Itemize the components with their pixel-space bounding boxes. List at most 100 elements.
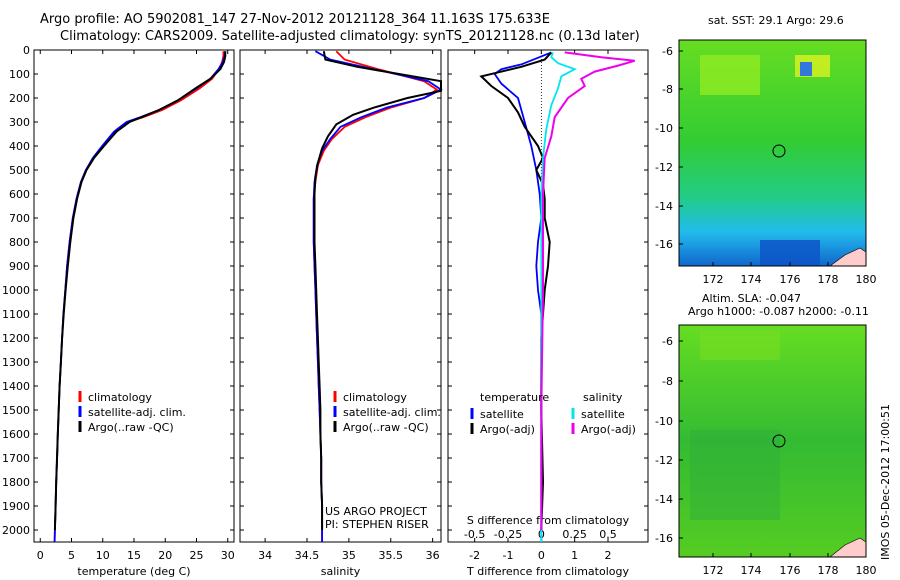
map-y-tick-label: -8 xyxy=(662,375,673,388)
differences-x-tick-label: -1 xyxy=(503,549,514,562)
map-x-tick-label: 174 xyxy=(741,564,762,577)
map-x-tick-label: 174 xyxy=(741,273,762,286)
map-x-tick-label: 176 xyxy=(780,564,801,577)
timestamp-stamp: IMOS 05-Dec-2012 17:00:51 xyxy=(879,404,892,560)
map-y-tick-label: -12 xyxy=(655,161,673,174)
depth-tick-label: 1500 xyxy=(2,404,30,417)
temperature-x-tick-label: 20 xyxy=(158,549,172,562)
salinity-x-axis-title: salinity xyxy=(321,565,361,578)
temperature-x-axis-title: temperature (deg C) xyxy=(77,565,190,578)
salinity-diff-axis-title: S difference from climatology xyxy=(467,514,630,527)
series-s-satellite xyxy=(540,52,577,542)
salinity-diff-tick-label: 0.25 xyxy=(562,528,587,541)
depth-tick-label: 600 xyxy=(9,188,30,201)
salinity-diff-tick-label: -0.5 xyxy=(464,528,485,541)
map-x-tick-label: 178 xyxy=(818,273,839,286)
depth-tick-label: 400 xyxy=(9,140,30,153)
header-line-1: Argo profile: AO 5902081_147 27-Nov-2012… xyxy=(40,12,550,27)
depth-tick-label: 1600 xyxy=(2,428,30,441)
depth-tick-label: 1300 xyxy=(2,356,30,369)
differences-x-tick-label: 2 xyxy=(605,549,612,562)
salinity-x-tick-label: 35.5 xyxy=(379,549,404,562)
legend-label: satellite-adj. clim. xyxy=(88,406,186,419)
sla-map-low-patch xyxy=(690,430,780,520)
depth-tick-label: 100 xyxy=(9,68,30,81)
temperature-x-tick-label: 30 xyxy=(221,549,235,562)
depth-tick-label: 1000 xyxy=(2,284,30,297)
depth-tick-label: 1200 xyxy=(2,332,30,345)
depth-tick-label: 1700 xyxy=(2,452,30,465)
map-x-tick-label: 176 xyxy=(780,273,801,286)
temperature-x-tick-label: 15 xyxy=(127,549,141,562)
temperature-frame xyxy=(33,49,235,543)
legend-label: satellite xyxy=(581,408,625,421)
temperature-x-tick-label: 5 xyxy=(68,549,75,562)
differences-frame xyxy=(447,49,649,543)
salinity-x-tick-label: 36 xyxy=(426,549,440,562)
map-y-tick-label: -8 xyxy=(662,83,673,96)
salinity-x-tick-label: 35 xyxy=(342,549,356,562)
sla-map-title-1: Altim. SLA: -0.047 xyxy=(702,292,802,305)
header-line-2: Climatology: CARS2009. Satellite-adjuste… xyxy=(60,29,640,44)
legend-label: climatology xyxy=(343,391,407,404)
sla-map-argo-location xyxy=(772,434,786,448)
salinity-panel: 34 34.5 35 35.5 36 salinity climatology satelli… xyxy=(239,49,443,578)
sst-map-cold-spot xyxy=(800,62,812,76)
legend-label: satellite-adj. clim. xyxy=(343,406,441,419)
map-y-tick-label: -16 xyxy=(655,532,673,545)
map-x-tick-label: 180 xyxy=(856,273,877,286)
legend-label: climatology xyxy=(88,391,152,404)
depth-tick-label: 1800 xyxy=(2,476,30,489)
map-y-tick-label: -12 xyxy=(655,454,673,467)
salinity-x-tick-label: 34 xyxy=(258,549,272,562)
sst-map-cold-patch xyxy=(760,240,820,266)
depth-tick-label: 900 xyxy=(9,260,30,273)
series-argo-raw-qc- xyxy=(53,51,227,531)
sst-map-argo-location xyxy=(772,144,786,158)
salinity-x-tick-label: 34.5 xyxy=(295,549,320,562)
map-x-tick-label: 172 xyxy=(703,564,724,577)
temperature-panel: 0 5 10 15 20 25 30 temperature (deg C) 0 100 200 30… xyxy=(2,44,235,578)
series-argo-raw-qc- xyxy=(313,51,442,530)
legend-label: Argo(-adj) xyxy=(480,423,535,436)
legend-label: Argo(..raw -QC) xyxy=(343,421,429,434)
map-ticks: 172 172 174 174 176 176 178 178 180 180 -6 -6 -8 -8 -1… xyxy=(655,45,876,577)
temperature-x-tick-label: 25 xyxy=(190,549,204,562)
sst-map-frame xyxy=(678,39,867,267)
legend-label: Argo(..raw -QC) xyxy=(88,421,174,434)
sst-map-title: sat. SST: 29.1 Argo: 29.6 xyxy=(708,14,844,27)
differences-x-tick-label: -2 xyxy=(469,549,480,562)
depth-tick-label: 1100 xyxy=(2,308,30,321)
depth-tick-label: 1400 xyxy=(2,380,30,393)
map-x-tick-label: 172 xyxy=(703,273,724,286)
depth-tick-label: 300 xyxy=(9,116,30,129)
legend-salinity-title: salinity xyxy=(583,391,623,404)
series-s-argo-adj- xyxy=(540,51,635,530)
differences-x-axis-title: T difference from climatology xyxy=(466,565,629,578)
legend-label: Argo(-adj) xyxy=(581,423,636,436)
depth-tick-label: 0 xyxy=(23,44,30,57)
depth-tick-label: 500 xyxy=(9,164,30,177)
salinity-frame xyxy=(239,49,442,543)
legend-temperature-title: temperature xyxy=(480,391,549,404)
sla-map xyxy=(678,324,867,558)
differences-x-tick-label: 0 xyxy=(538,549,545,562)
map-y-tick-label: -6 xyxy=(662,335,673,348)
sla-map-title-2: Argo h1000: -0.087 h2000: -0.11 xyxy=(688,305,869,318)
sla-map-high-patch xyxy=(700,330,780,360)
credits-line-1: US ARGO PROJECT xyxy=(325,505,427,518)
temperature-x-tick-label: 10 xyxy=(96,549,110,562)
difference-panel: -2 -1 0 1 2-0.5 -0.25 0 0.25 0.5S difference fro… xyxy=(447,49,649,578)
map-y-tick-label: -10 xyxy=(655,122,673,135)
differences-x-tick-label: 1 xyxy=(571,549,578,562)
salinity-diff-tick-label: -0.25 xyxy=(494,528,522,541)
map-y-tick-label: -16 xyxy=(655,238,673,251)
map-x-tick-label: 178 xyxy=(818,564,839,577)
sla-map-frame xyxy=(678,324,867,558)
map-y-tick-label: -10 xyxy=(655,415,673,428)
credits-line-2: PI: STEPHEN RISER xyxy=(325,518,429,531)
depth-tick-label: 1900 xyxy=(2,500,30,513)
map-y-tick-label: -14 xyxy=(655,200,673,213)
map-y-tick-label: -6 xyxy=(662,45,673,58)
